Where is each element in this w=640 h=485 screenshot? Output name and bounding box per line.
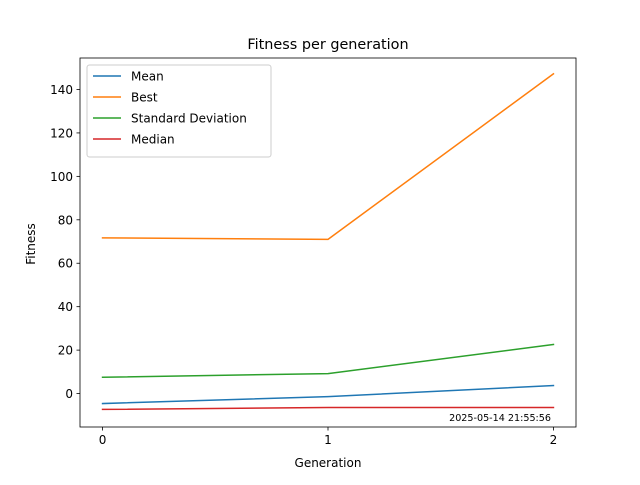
series-line-best bbox=[101, 72, 555, 241]
chart-title: Fitness per generation bbox=[247, 37, 408, 53]
y-tick-label: 100 bbox=[50, 170, 73, 184]
x-axis-label: Generation bbox=[295, 456, 362, 470]
y-tick-label: 80 bbox=[58, 213, 73, 227]
legend-label-median: Median bbox=[131, 133, 175, 147]
series-line-mean bbox=[101, 384, 555, 405]
series-line-median bbox=[101, 406, 555, 411]
legend-label-standard-deviation: Standard Deviation bbox=[131, 112, 247, 126]
legend-label-best: Best bbox=[131, 91, 158, 105]
y-tick-label: 40 bbox=[58, 300, 73, 314]
y-axis-label: Fitness bbox=[24, 223, 38, 265]
legend-box bbox=[86, 64, 272, 158]
x-tick-label: 2 bbox=[550, 433, 558, 447]
y-tick-label: 0 bbox=[65, 387, 73, 401]
x-tick-label: 0 bbox=[99, 433, 107, 447]
legend: Mean Best Standard Deviation Median bbox=[86, 64, 272, 158]
y-tick-label: 140 bbox=[50, 83, 73, 97]
series-line-standard-deviation bbox=[101, 343, 555, 379]
x-tick-label: 1 bbox=[324, 433, 332, 447]
legend-label-mean: Mean bbox=[131, 70, 164, 84]
y-tick-label: 20 bbox=[58, 344, 73, 358]
y-tick-label: 120 bbox=[50, 126, 73, 140]
y-tick-label: 60 bbox=[58, 257, 73, 271]
timestamp-annotation: 2025-05-14 21:55:56 bbox=[449, 413, 551, 424]
